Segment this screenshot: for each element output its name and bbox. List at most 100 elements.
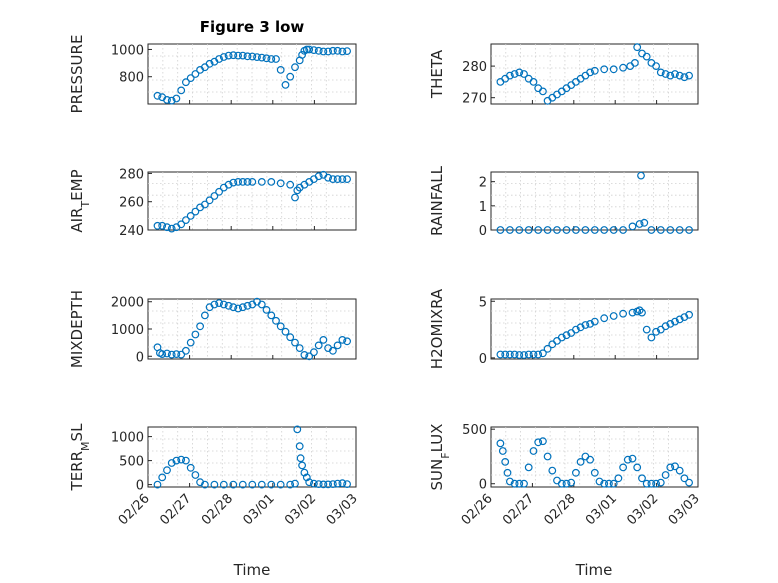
data-point: [200, 480, 209, 489]
data-point: [177, 220, 186, 229]
data-point: [506, 350, 514, 359]
data-point: [628, 222, 637, 231]
data-point: [200, 311, 209, 320]
xlabel: Time: [575, 561, 613, 579]
xtick-label: 02/26: [459, 491, 496, 528]
ytick-label: 0: [136, 479, 144, 494]
data-point: [534, 226, 543, 234]
data-point: [181, 78, 190, 87]
data-point: [167, 96, 176, 105]
data-point: [680, 474, 689, 483]
data-point: [181, 216, 190, 225]
data-point: [243, 52, 252, 61]
data-point: [539, 87, 547, 96]
subplot-3: 240 260 280 AIRTEMP: [68, 167, 357, 239]
data-point: [319, 480, 328, 489]
ytick-label: 260: [119, 196, 144, 211]
data-point: [635, 306, 644, 315]
data-point: [205, 59, 214, 68]
data-point: [224, 301, 233, 310]
data-point: [642, 479, 651, 488]
data-point: [685, 226, 693, 234]
data-point: [524, 226, 533, 234]
data-point: [186, 211, 195, 220]
data-point: [600, 314, 609, 323]
data-point: [329, 346, 337, 355]
data-point: [685, 71, 693, 80]
data-point: [310, 46, 318, 54]
data-point: [515, 226, 524, 234]
data-point: [215, 187, 224, 196]
data-point: [177, 350, 186, 359]
data-point: [298, 51, 307, 59]
data-point: [572, 325, 580, 334]
ylabel: SUNFLUX: [428, 424, 452, 491]
data-point: [633, 43, 642, 52]
data-point: [163, 223, 171, 232]
data-point: [262, 54, 271, 63]
data-point: [333, 341, 342, 350]
data-point: [163, 466, 171, 475]
data-point: [503, 468, 512, 477]
data-point: [515, 479, 524, 488]
data-point: [186, 338, 195, 347]
data-point: [172, 94, 181, 103]
data-point: [496, 350, 505, 359]
data-point: [153, 91, 162, 100]
data-point: [600, 226, 609, 234]
data-point: [656, 68, 665, 77]
data-point: [652, 327, 660, 336]
subplot-6: 0 5 H2OMIXRA: [428, 288, 699, 369]
data-point: [257, 177, 266, 186]
data-point: [638, 474, 646, 483]
data-point: [333, 479, 342, 488]
data-point: [267, 55, 276, 63]
subplot-2: 270 280 THETA: [428, 43, 699, 107]
xtick-label: 02/27: [157, 491, 194, 528]
data-point: [158, 350, 167, 359]
data-point: [286, 333, 295, 342]
data-point: [642, 52, 651, 61]
data-point: [666, 463, 675, 472]
ytick-label: 0: [479, 478, 487, 493]
data-point: [267, 480, 276, 489]
data-point: [605, 479, 613, 488]
data-point: [496, 439, 505, 448]
data-point: [286, 180, 295, 189]
data-point: [631, 59, 639, 67]
data-point: [314, 341, 323, 350]
xtick-label: 03/02: [282, 491, 319, 528]
data-point: [305, 352, 314, 361]
data-point: [286, 480, 295, 489]
subplot-4: 0 1 2 RAINFALL: [428, 165, 699, 239]
data-point: [248, 52, 257, 61]
data-point: [590, 66, 599, 75]
data-point: [219, 480, 228, 489]
ytick-label: 0: [136, 350, 144, 365]
data-point: [272, 55, 280, 63]
data-point: [257, 300, 266, 309]
data-point: [647, 479, 656, 488]
data-point: [581, 226, 590, 234]
data-point: [343, 337, 352, 346]
data-point: [671, 462, 679, 471]
data-point: [219, 300, 228, 309]
data-point: [586, 455, 594, 464]
ytick-label: 0: [479, 224, 487, 239]
data-point: [324, 173, 333, 182]
data-point: [229, 178, 238, 187]
ytick-label: 1000: [111, 323, 144, 338]
data-point: [234, 177, 243, 186]
data-point: [524, 463, 533, 472]
data-point: [666, 71, 675, 80]
ytick-label: 2000: [111, 296, 144, 311]
ylabel: TERRMSL: [68, 423, 92, 492]
ytick-label: 1000: [111, 43, 144, 58]
data-point: [680, 313, 689, 322]
data-point: [276, 322, 285, 331]
data-point: [167, 459, 176, 467]
data-point: [172, 350, 181, 359]
data-point: [238, 51, 247, 60]
data-point: [196, 322, 205, 331]
